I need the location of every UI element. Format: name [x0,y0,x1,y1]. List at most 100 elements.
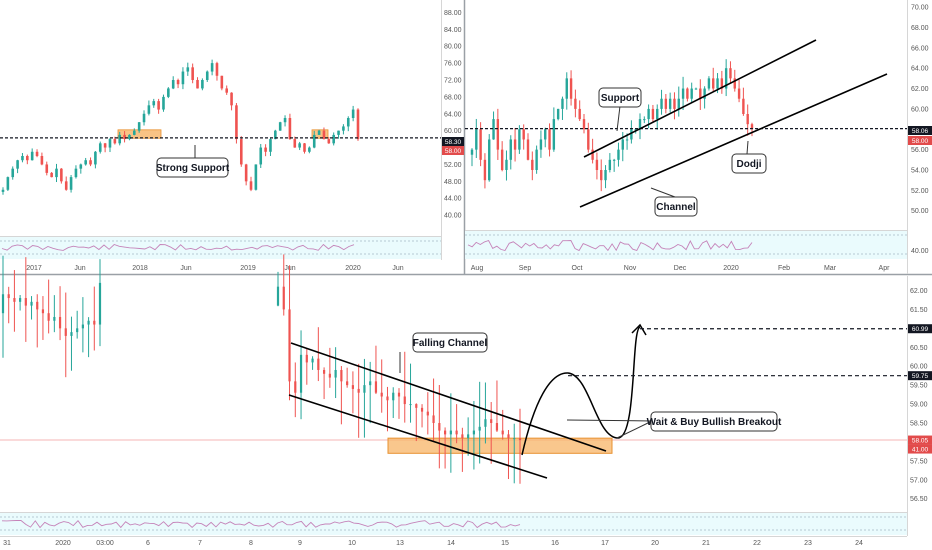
candle [656,104,659,130]
candle [548,123,551,157]
y-tick-label: 48.00 [444,179,462,186]
y-tick-label: 57.50 [910,458,928,465]
x-tick-label: 21 [702,540,710,547]
candle [397,388,401,419]
x-tick-label: 2017 [26,265,42,272]
price-badge: 58.05 [908,435,932,445]
candle [103,142,107,153]
candle [322,367,326,400]
x-tick-label: 2020 [55,540,71,547]
candle [327,137,331,144]
candle [479,122,482,167]
candle [147,100,151,116]
falling-channel-lower-line [288,394,548,479]
candle [346,116,350,132]
x-tick-label: Feb [778,265,790,272]
candle [496,108,500,160]
falling-channel-upper-line [290,342,607,452]
candle [239,136,243,167]
candle [81,297,84,353]
y-tick-label: 60.50 [910,345,928,352]
candle [681,76,685,110]
y-tick-label: 60.00 [911,106,929,113]
candle [668,92,672,113]
candle [500,141,504,172]
candle [415,403,418,442]
x-tick-label: 2020 [723,265,739,272]
candle [742,87,745,116]
projected-path [521,326,641,456]
candle [470,148,474,167]
price-badge-58-30: 58.30 [442,137,464,146]
candle [539,130,543,158]
candle [724,59,728,97]
candle [40,152,44,166]
y-tick-label: 54.00 [911,168,929,175]
candle [288,113,292,140]
candle [137,121,141,133]
candle [569,70,573,106]
candle [41,296,45,340]
candle [432,378,435,442]
candle [87,317,90,358]
candle [276,271,280,307]
candle [254,164,258,191]
candle [45,161,49,176]
y-tick-label: 84.00 [444,27,462,34]
candle [409,363,412,423]
y-tick-label: 60.00 [910,364,928,371]
demand-zone [387,437,613,454]
y-tick-label: 50.00 [911,208,929,215]
candle [660,89,663,115]
candle [673,92,676,120]
channel-upper-line [583,39,817,158]
y-tick-label: 68.00 [911,25,929,32]
y-tick-label: 52.00 [911,188,929,195]
candle [94,150,97,169]
x-tick-label: Oct [572,265,583,272]
candle [746,104,749,136]
candle [638,113,642,140]
candle [210,59,214,76]
x-tick-label: 10 [348,540,356,547]
candle [1,255,5,358]
price-label: 58.06 [912,128,929,135]
candle [142,110,146,126]
x-tick-label: Jun [180,265,191,272]
candle [108,137,112,153]
candle [351,371,355,414]
dodji-label: Dodji [737,159,762,170]
candle [488,134,491,182]
x-tick-label: Jun [392,265,403,272]
candle [420,404,424,428]
candle [707,76,711,91]
x-tick-label: Sep [519,265,532,272]
price-label: 58.00 [445,148,462,155]
candle [19,295,22,311]
candle [24,257,27,342]
y-tick-label: 40.00 [444,213,462,220]
candle [467,417,470,456]
candle [374,345,378,395]
candle [750,122,754,137]
y-tick-label: 57.00 [910,477,928,484]
candle [369,361,372,424]
candle [53,295,56,333]
candle [507,429,510,480]
candle [58,286,62,341]
candle [552,107,556,152]
candle [604,165,607,189]
falling-channel-label: Falling Channel [413,338,488,349]
candle [76,310,79,339]
candle [98,259,102,347]
candle [176,78,180,89]
channel-label: Channel [656,202,696,213]
x-tick-label: Jun [284,265,295,272]
candle [363,358,366,438]
candle [282,254,285,316]
candle [264,144,267,157]
candle [356,108,360,141]
x-tick-label: 2018 [132,265,148,272]
price-badge: 41.00 [908,444,932,454]
candle [357,363,360,438]
